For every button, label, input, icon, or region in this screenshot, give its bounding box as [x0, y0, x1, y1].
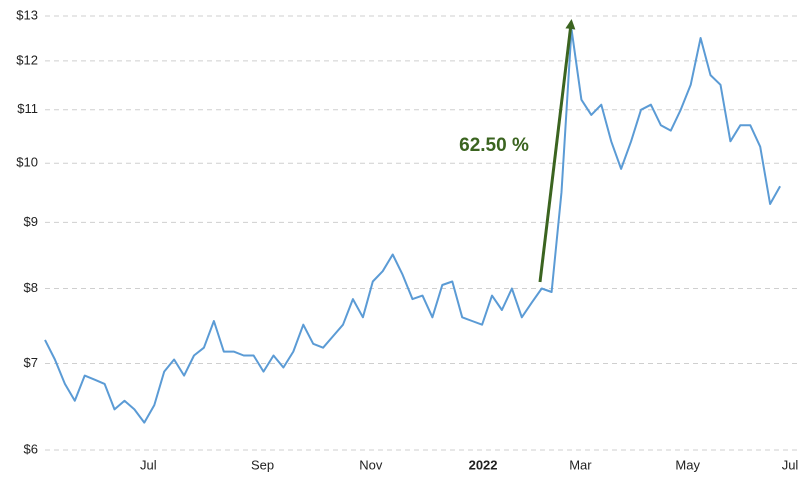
y-tick-label: $13 — [16, 7, 38, 22]
annotation: 62.50 % — [459, 135, 529, 156]
y-tick-label: $8 — [24, 280, 38, 295]
y-tick-label: $6 — [24, 441, 38, 456]
x-tick-label: May — [675, 457, 700, 472]
y-tick-label: $10 — [16, 155, 38, 170]
y-tick-label: $11 — [17, 101, 38, 116]
x-tick-label: 2022 — [469, 457, 498, 472]
y-tick-label: $12 — [16, 52, 38, 67]
price-line — [44, 28, 781, 424]
grid — [45, 15, 800, 451]
x-tick-label: Jul — [782, 457, 799, 472]
x-tick-label: Mar — [569, 457, 592, 472]
y-tick-label: $7 — [24, 355, 38, 370]
y-tick-label: $9 — [24, 214, 38, 229]
x-tick-label: Jul — [140, 457, 157, 472]
x-tick-label: Nov — [359, 457, 383, 472]
annotation-arrow — [538, 19, 576, 283]
x-tick-label: Sep — [251, 457, 274, 472]
